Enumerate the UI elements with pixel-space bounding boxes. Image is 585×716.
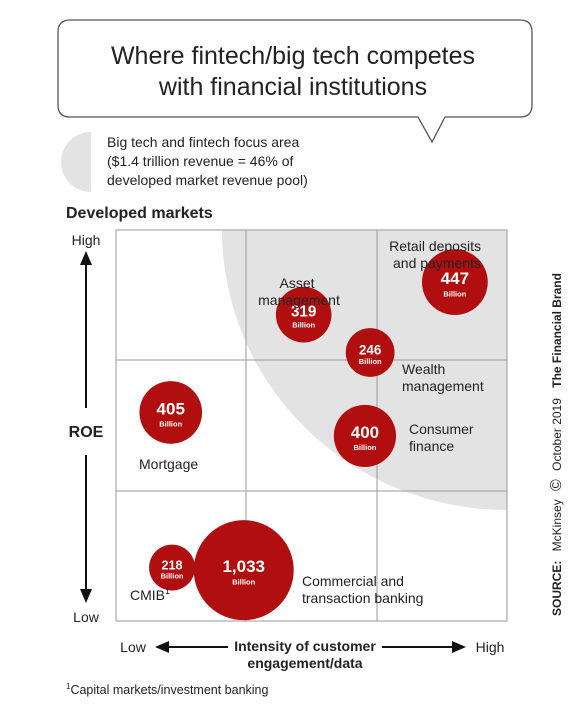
- bubble-mortgage: [139, 381, 203, 444]
- category-labels: Retail deposits and payments Asset manag…: [130, 238, 485, 606]
- label-commercial-banking: Commercial and transaction banking: [302, 573, 423, 606]
- y-axis-arrowhead-down: [80, 589, 92, 603]
- legend-line-2: ($1.4 trillion revenue = 46% of: [107, 153, 293, 169]
- legend-line-1: Big tech and fintech focus area: [107, 134, 299, 150]
- bubble-series: 447Billion319Billion246Billion400Billion…: [139, 249, 488, 621]
- bubble-wealth-management: [345, 328, 395, 377]
- x-axis-low-label: Low: [120, 639, 147, 655]
- bubble-unit-commercial-and-transaction-banking: Billion: [232, 577, 255, 586]
- bubble-unit-cmib: Billion: [161, 572, 184, 581]
- bubble-value-wealth-management: 246: [359, 343, 381, 358]
- bubble-value-mortgage: 405: [157, 399, 185, 418]
- bubble-unit-asset-management: Billion: [292, 321, 315, 330]
- x-axis-arrowhead-right: [452, 641, 466, 653]
- bubble-asset-management: [275, 286, 332, 343]
- x-axis-title-line-1: Intensity of customer: [234, 638, 376, 654]
- chart-title-line-1: Where fintech/big tech competes: [111, 42, 475, 70]
- legend-line-3: developed market revenue pool): [107, 172, 308, 188]
- bubble-consumer-finance: [333, 404, 397, 468]
- legend-swatch: [61, 132, 91, 192]
- label-mortgage: Mortgage: [139, 456, 198, 472]
- footnote: 1Capital markets/investment banking: [66, 682, 269, 697]
- bubble-unit-mortgage: Billion: [159, 420, 182, 429]
- label-wealth-management: Wealth management: [402, 361, 484, 394]
- bubble-value-consumer-finance: 400: [351, 423, 379, 442]
- title-speech-bubble: [57, 19, 533, 144]
- bubble-unit-consumer-finance: Billion: [353, 443, 376, 452]
- y-axis-high-label: High: [72, 232, 101, 248]
- label-consumer-finance: Consumer finance: [409, 421, 477, 454]
- chart-title-line-2: with financial institutions: [158, 73, 427, 101]
- y-axis-title: ROE: [69, 424, 104, 441]
- svg-text:SOURCE: McKinsey ©: SOURCE: McKinsey © October 2019 The Fina…: [548, 273, 565, 616]
- label-retail-deposits: Retail deposits and payments: [389, 238, 485, 271]
- y-axis-arrowhead-up: [80, 251, 92, 265]
- source-credit: SOURCE: McKinsey © October 2019 The Fina…: [548, 273, 565, 616]
- x-axis-high-label: High: [476, 639, 505, 655]
- y-axis-low-label: Low: [73, 609, 100, 625]
- bubble-unit-retail-deposits-and-payments: Billion: [443, 289, 466, 298]
- x-axis-arrowhead-left: [155, 641, 169, 653]
- bubble-value-cmib: 218: [162, 559, 183, 573]
- bubble-value-asset-management: 319: [291, 304, 316, 321]
- bubble-commercial-and-transaction-banking: [193, 520, 294, 621]
- label-asset-management: Asset management: [258, 275, 340, 308]
- bubble-retail-deposits-and-payments: [421, 249, 488, 316]
- label-cmib: CMIB1: [130, 586, 170, 603]
- bubble-cmib: [149, 544, 196, 591]
- bubble-value-retail-deposits-and-payments: 447: [441, 269, 469, 288]
- x-axis-title-line-2: engagement/data: [247, 655, 362, 671]
- bubble-unit-wealth-management: Billion: [359, 357, 382, 366]
- chart-subtitle: Developed markets: [66, 205, 213, 222]
- bubble-value-commercial-and-transaction-banking: 1,033: [222, 557, 265, 576]
